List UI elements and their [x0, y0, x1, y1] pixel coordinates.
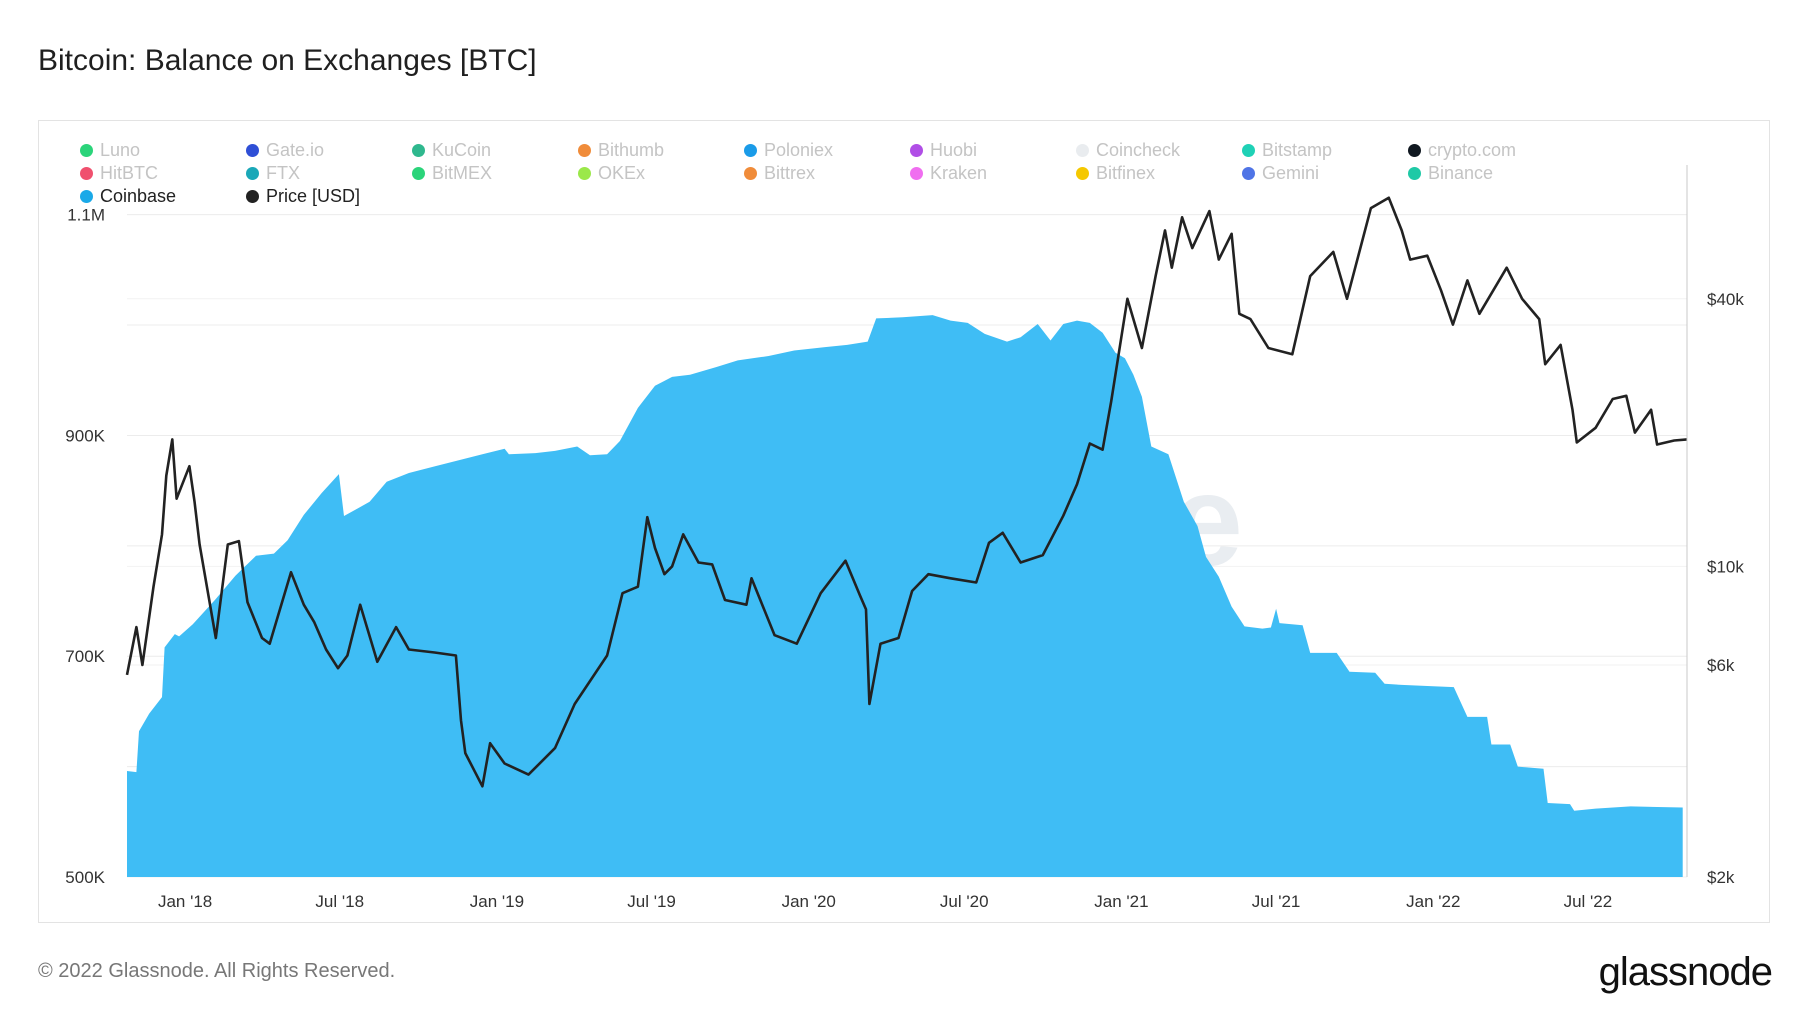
legend-dot-icon: [1408, 167, 1421, 180]
legend-label: Gemini: [1262, 163, 1320, 183]
legend-dot-icon: [1076, 144, 1089, 157]
legend-label: Price [USD]: [266, 186, 361, 206]
legend-dot-icon: [578, 144, 591, 157]
y-right-tick-label: $6k: [1707, 656, 1735, 675]
legend-item-kucoin[interactable]: KuCoin: [412, 139, 578, 162]
legend-dot-icon: [80, 144, 93, 157]
legend-dot-icon: [80, 190, 93, 203]
legend-item-price-usd[interactable]: Price [USD]: [246, 185, 412, 208]
legend-item-bitfinex[interactable]: Bitfinex: [1076, 162, 1242, 185]
y-left-tick-label: 1.1M: [67, 206, 105, 225]
legend-label: Binance: [1428, 163, 1494, 183]
y-left-tick-label: 700K: [65, 647, 105, 666]
y-right-tick-label: $40k: [1707, 290, 1744, 309]
legend-dot-icon: [910, 144, 923, 157]
legend-item-gemini[interactable]: Gemini: [1242, 162, 1408, 185]
legend-dot-icon: [1076, 167, 1089, 180]
legend-item-poloniex[interactable]: Poloniex: [744, 139, 910, 162]
legend: Luno Gate.io KuCoin Bithumb Poloniex Huobi Coi…: [80, 139, 1580, 208]
legend-item-gate-io[interactable]: Gate.io: [246, 139, 412, 162]
coinbase-area: [127, 315, 1683, 878]
x-tick-label: Jan '20: [782, 892, 836, 911]
legend-label: crypto.com: [1428, 140, 1517, 160]
legend-item-bittrex[interactable]: Bittrex: [744, 162, 910, 185]
legend-label: HitBTC: [100, 163, 158, 183]
legend-item-bithumb[interactable]: Bithumb: [578, 139, 744, 162]
legend-item-hitbtc[interactable]: HitBTC: [80, 162, 246, 185]
x-tick-label: Jan '22: [1406, 892, 1460, 911]
x-tick-label: Jul '18: [315, 892, 364, 911]
legend-label: Coincheck: [1096, 140, 1181, 160]
y-right-tick-label: $10k: [1707, 557, 1744, 576]
y-right-tick-label: $2k: [1707, 868, 1735, 887]
legend-dot-icon: [744, 144, 757, 157]
legend-label: Kraken: [930, 163, 988, 183]
legend-item-bitmex[interactable]: BitMEX: [412, 162, 578, 185]
legend-label: Gate.io: [266, 140, 325, 160]
legend-item-coincheck[interactable]: Coincheck: [1076, 139, 1242, 162]
legend-dot-icon: [246, 190, 259, 203]
x-tick-label: Jul '22: [1564, 892, 1613, 911]
legend-item-coinbase[interactable]: Coinbase: [80, 185, 246, 208]
price-line: [125, 196, 1688, 788]
legend-label: Bithumb: [598, 140, 665, 160]
legend-label: Bitfinex: [1096, 163, 1156, 183]
legend-label: Coinbase: [100, 186, 177, 206]
x-tick-label: Jan '21: [1094, 892, 1148, 911]
legend-item-ftx[interactable]: FTX: [246, 162, 412, 185]
legend-label: KuCoin: [432, 140, 492, 160]
legend-dot-icon: [246, 144, 259, 157]
legend-label: Poloniex: [764, 140, 834, 160]
x-tick-label: Jul '21: [1252, 892, 1301, 911]
legend-dot-icon: [578, 167, 591, 180]
x-tick-label: Jan '18: [158, 892, 212, 911]
legend-label: Bittrex: [764, 163, 816, 183]
glassnode-logo[interactable]: glassnode: [1598, 950, 1773, 994]
legend-label: Bitstamp: [1262, 140, 1333, 160]
chart-frame: [38, 120, 1770, 923]
legend-dot-icon: [1408, 144, 1421, 157]
legend-dot-icon: [910, 167, 923, 180]
legend-dot-icon: [744, 167, 757, 180]
y-left-tick-label: 900K: [65, 426, 105, 445]
legend-item-binance[interactable]: Binance: [1408, 162, 1574, 185]
legend-dot-icon: [1242, 144, 1255, 157]
legend-item-crypto-com[interactable]: crypto.com: [1408, 139, 1574, 162]
legend-item-huobi[interactable]: Huobi: [910, 139, 1076, 162]
footer-copyright: © 2022 Glassnode. All Rights Reserved.: [38, 960, 396, 982]
legend-dot-icon: [246, 167, 259, 180]
legend-label: Huobi: [930, 140, 978, 160]
x-tick-label: Jul '19: [627, 892, 676, 911]
legend-dot-icon: [80, 167, 93, 180]
legend-dot-icon: [1242, 167, 1255, 180]
legend-label: Luno: [100, 140, 141, 160]
legend-item-okex[interactable]: OKEx: [578, 162, 744, 185]
legend-dot-icon: [412, 144, 425, 157]
coinbase-area-series: [127, 315, 1683, 878]
chart-plot: 500K 700K 900K 1.1M $2k $6k $10k $40k Jan '18 Jul…: [65, 165, 1744, 911]
legend-label: OKEx: [598, 163, 646, 183]
legend-item-bitstamp[interactable]: Bitstamp: [1242, 139, 1408, 162]
legend-dot-icon: [412, 167, 425, 180]
axes: 500K 700K 900K 1.1M $2k $6k $10k $40k Jan '18 Jul…: [65, 165, 1744, 911]
legend-label: BitMEX: [432, 163, 493, 183]
legend-item-luno[interactable]: Luno: [80, 139, 246, 162]
legend-label: FTX: [266, 163, 300, 183]
x-tick-label: Jul '20: [940, 892, 989, 911]
chart-title: Bitcoin: Balance on Exchanges [BTC]: [38, 44, 537, 77]
x-tick-label: Jan '19: [470, 892, 524, 911]
y-left-tick-label: 500K: [65, 868, 105, 887]
price-line-series: [125, 196, 1688, 788]
legend-item-kraken[interactable]: Kraken: [910, 162, 1076, 185]
